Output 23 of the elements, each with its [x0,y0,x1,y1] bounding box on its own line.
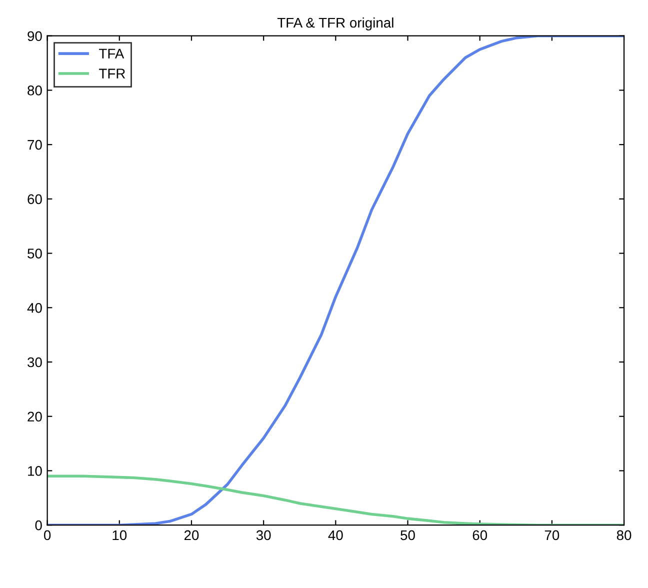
x-tick-label: 60 [472,530,488,540]
x-tick-label: 10 [112,530,127,540]
y-tick-label: 70 [28,140,42,150]
x-tick-label: 30 [256,530,271,540]
y-tick-label: 20 [28,412,42,422]
x-tick-label: 80 [616,530,632,540]
y-tick-label: 0 [35,520,42,530]
legend-label: TFA [99,48,124,58]
x-tick-label: 50 [400,530,415,540]
y-tick-label: 50 [28,248,42,258]
x-tick-label: 40 [328,530,343,540]
y-tick-label: 60 [28,194,42,204]
y-tick-label: 40 [27,302,42,313]
x-tick-label: 0 [44,530,51,540]
x-tick-label: 70 [544,530,560,540]
y-tick-label: 90 [28,31,42,42]
line-series [47,36,624,526]
x-tick-label: 20 [184,530,199,540]
y-tick-label: 30 [28,357,42,368]
chart-title: TFA & TFR original [277,17,394,30]
y-tick-label: 80 [28,86,42,96]
y-tick-label: 10 [28,466,42,476]
legend-label: TFR [99,68,126,78]
